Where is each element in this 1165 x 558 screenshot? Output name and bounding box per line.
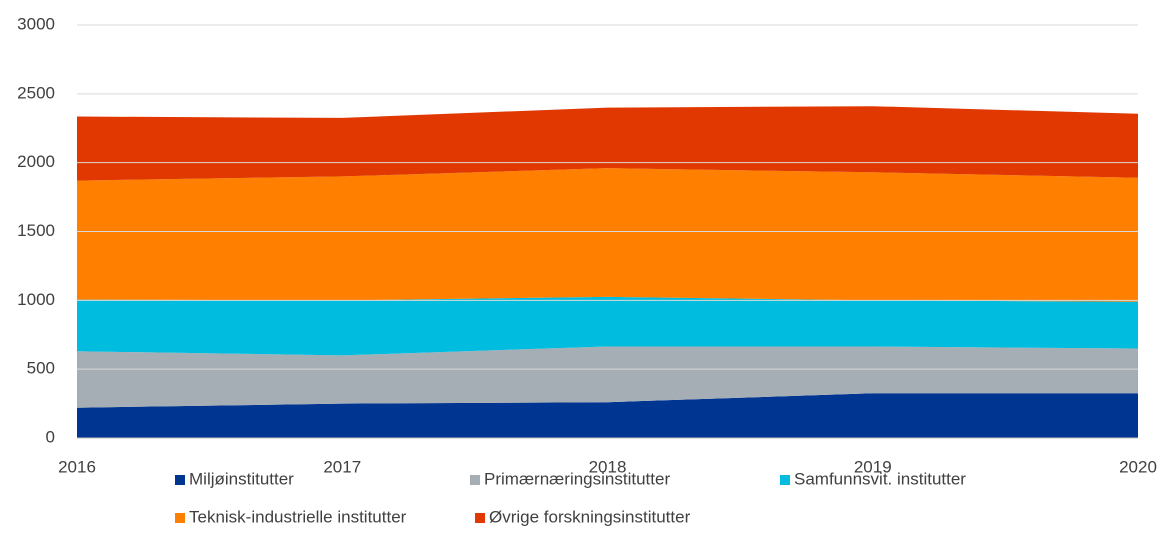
y-tick-label: 1500 [17, 221, 55, 240]
legend-label: Teknisk-industrielle institutter [189, 507, 407, 526]
y-tick-label: 3000 [17, 14, 55, 33]
y-tick-label: 0 [46, 427, 55, 446]
x-tick-label: 2017 [323, 457, 361, 476]
x-tick-label: 2018 [589, 457, 627, 476]
legend-label: Samfunnsvit. institutter [794, 469, 966, 488]
area [77, 346, 1138, 408]
legend-swatch [475, 513, 485, 523]
legend-swatch [175, 475, 185, 485]
area [77, 393, 1138, 438]
legend-label: Miljøinstitutter [189, 469, 294, 488]
x-tick-label: 2019 [854, 457, 892, 476]
legend-swatch [780, 475, 790, 485]
legend-label: Øvrige forskningsinstitutter [489, 507, 691, 526]
x-tick-label: 2020 [1119, 457, 1157, 476]
y-tick-label: 1000 [17, 290, 55, 309]
area [77, 106, 1138, 181]
x-tick-label: 2016 [58, 457, 96, 476]
area [77, 296, 1138, 356]
legend-label: Primærnæringsinstitutter [484, 469, 670, 488]
y-tick-label: 500 [27, 359, 55, 378]
legend-swatch [470, 475, 480, 485]
legend-swatch [175, 513, 185, 523]
y-tick-label: 2000 [17, 152, 55, 171]
areas [77, 106, 1138, 438]
y-tick-label: 2500 [17, 83, 55, 102]
area [77, 168, 1138, 302]
